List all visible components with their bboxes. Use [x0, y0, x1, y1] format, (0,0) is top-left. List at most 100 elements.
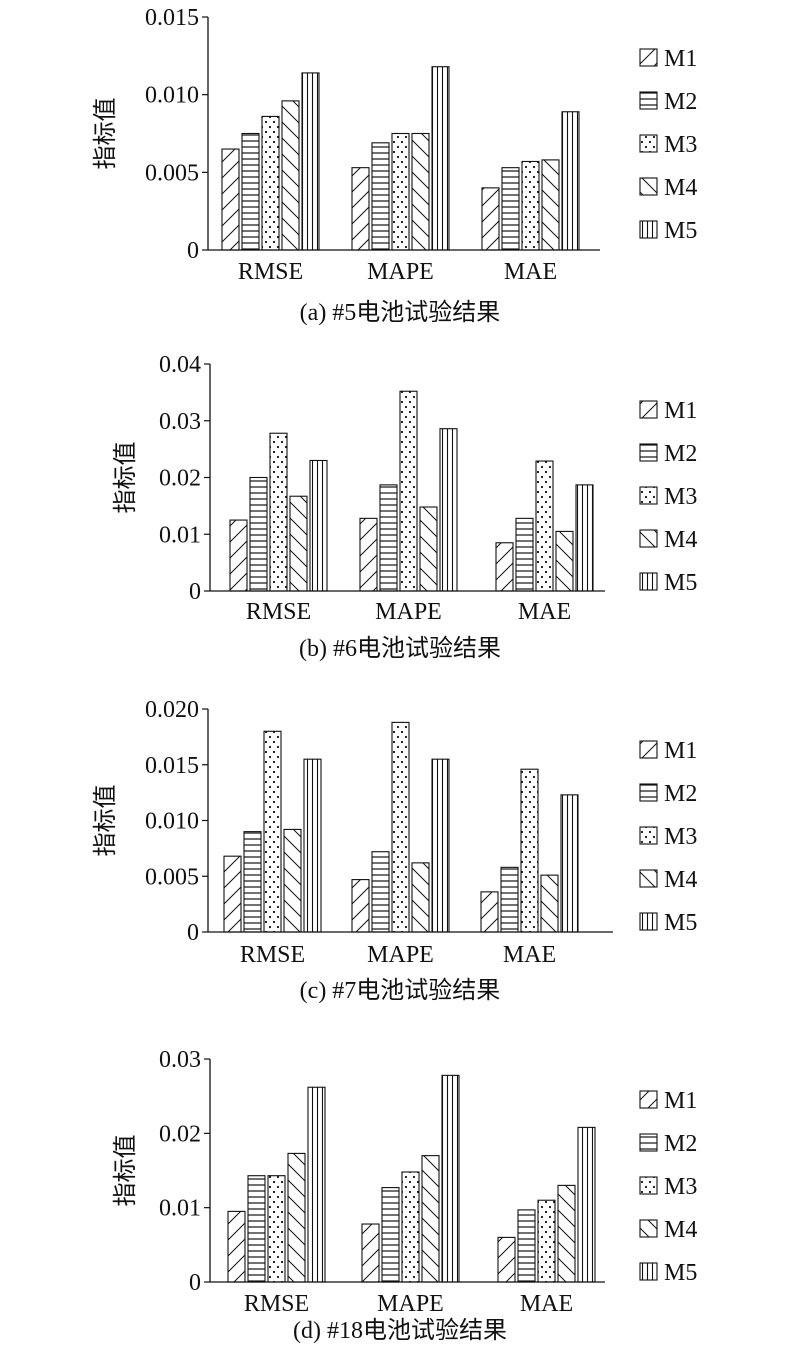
- legend-swatch-m5: [639, 1262, 658, 1281]
- bar-mape-m4: [419, 506, 438, 592]
- legend-swatch-m3: [639, 486, 658, 505]
- bar-mae-m2: [501, 167, 520, 251]
- legend-label-m3: M3: [664, 132, 697, 158]
- legend-swatch-m3: [639, 826, 658, 845]
- x-category-label: RMSE: [244, 1291, 309, 1317]
- chart-caption-c: (c) #7电池试验结果: [299, 978, 501, 1004]
- bar-mae-m5: [577, 1126, 596, 1283]
- x-category-label: MAE: [518, 599, 571, 625]
- bar-mape-m3: [399, 390, 418, 592]
- bar-rmse-m3: [261, 115, 280, 251]
- chart-panel-c: 0 0.005 0.010 0.015 0.020 指标值 RMSE MAPE MAE M1 M2 M…: [0, 680, 800, 1020]
- legend-label-m1: M1: [664, 1088, 697, 1114]
- bar-chart-d: 0 0.01 0.02 0.03 指标值 RMSE MAPE MAE M1 M2 M3 M4 M5: [112, 1047, 697, 1317]
- bar-rmse-m4: [281, 100, 300, 251]
- legend-label-m1: M1: [664, 46, 697, 72]
- y-tick-label: 0.010: [145, 809, 199, 835]
- x-category-label: RMSE: [240, 942, 305, 968]
- x-category-label: RMSE: [246, 599, 311, 625]
- bar-mae-m2: [515, 517, 534, 592]
- bar-chart-c: 0 0.005 0.010 0.015 0.020 指标值 RMSE MAPE MAE M1 M2 M…: [92, 697, 697, 968]
- bar-chart-b: 0 0.01 0.02 0.03 0.04 指标值 RMSE MAPE MAE M1 M2 M3 M4 M…: [112, 352, 697, 625]
- legend-swatch-m5: [639, 912, 658, 931]
- bar-mape-m4: [411, 132, 430, 251]
- legend-swatch-m1: [639, 400, 658, 419]
- y-tick-label: 0.005: [145, 160, 199, 186]
- bar-mape-m3: [391, 132, 410, 251]
- chart-caption-a: (a) #5电池试验结果: [299, 300, 501, 326]
- bar-rmse-m5: [301, 72, 320, 251]
- bar-rmse-m3: [263, 730, 282, 933]
- bar-rmse-m2: [243, 831, 262, 933]
- legend-label-m2: M2: [664, 781, 697, 807]
- x-category-label: MAE: [504, 259, 557, 285]
- legend-swatch-m3: [639, 134, 658, 153]
- legend-label-m3: M3: [664, 824, 697, 850]
- y-tick-label: 0.010: [145, 83, 199, 109]
- y-tick-label: 0.03: [159, 1047, 201, 1073]
- bar-rmse-m2: [241, 132, 260, 251]
- bar-mae-m1: [481, 187, 500, 251]
- legend-label-m4: M4: [664, 175, 697, 201]
- chart-panel-d: 0 0.01 0.02 0.03 指标值 RMSE MAPE MAE M1 M2 M3 M4 M5 (d…: [0, 1020, 800, 1352]
- bar-rmse-m1: [223, 855, 242, 933]
- x-category-label: MAPE: [375, 599, 442, 625]
- legend-swatch-m1: [639, 740, 658, 759]
- legend-label-m2: M2: [664, 89, 697, 115]
- legend-swatch-m4: [639, 869, 658, 888]
- legend-label-m4: M4: [664, 867, 697, 893]
- bar-mape-m2: [371, 851, 390, 933]
- bar-mape-m5: [441, 1074, 460, 1283]
- bar-rmse-m4: [289, 495, 308, 592]
- legend-label-m5: M5: [664, 218, 697, 244]
- chart-panel-a: 0 0.005 0.010 0.015 指标值 RMSE MAPE MAE M1 M2 M3 M4 M5…: [0, 0, 800, 340]
- legend-swatch-m2: [639, 443, 658, 462]
- x-category-label: MAPE: [367, 259, 434, 285]
- legend-label-m5: M5: [664, 570, 697, 596]
- bar-mape-m1: [361, 1223, 380, 1283]
- y-tick-label: 0.02: [159, 466, 201, 492]
- legend-label-m4: M4: [664, 1217, 697, 1243]
- y-tick-label: 0.01: [159, 522, 201, 548]
- y-tick-label: 0.020: [145, 697, 199, 723]
- bar-mae-m4: [540, 874, 559, 933]
- bar-mape-m5: [431, 66, 450, 251]
- bar-mape-m4: [411, 862, 430, 933]
- bar-mae-m4: [555, 530, 574, 592]
- y-tick-label: 0.015: [145, 753, 199, 779]
- bar-mae-m1: [480, 891, 499, 933]
- legend-swatch-m4: [639, 1219, 658, 1238]
- bar-mape-m3: [391, 721, 410, 933]
- legend-swatch-m2: [639, 1133, 658, 1152]
- bar-rmse-m5: [307, 1086, 326, 1283]
- bar-mae-m1: [495, 542, 514, 592]
- bar-rmse-m4: [287, 1152, 306, 1283]
- x-category-label: MAPE: [367, 942, 434, 968]
- y-tick-label: 0.01: [159, 1196, 201, 1222]
- bar-rmse-m3: [269, 432, 288, 592]
- legend-swatch-m5: [639, 572, 658, 591]
- bar-mape-m1: [351, 879, 370, 933]
- bar-mape-m1: [351, 167, 370, 251]
- bar-mae-m5: [560, 794, 579, 933]
- y-tick-label: 0.04: [159, 352, 201, 378]
- bar-mape-m2: [379, 484, 398, 592]
- bar-mae-m3: [537, 1199, 556, 1283]
- legend-swatch-m4: [639, 177, 658, 196]
- y-tick-label: 0: [189, 579, 201, 605]
- bar-rmse-m2: [249, 476, 268, 592]
- legend-swatch-m1: [639, 1090, 658, 1109]
- bar-rmse-m1: [229, 519, 248, 592]
- bar-mape-m5: [431, 758, 450, 933]
- bar-rmse-m5: [309, 459, 328, 592]
- y-tick-label: 0: [187, 920, 199, 946]
- y-tick-label: 0: [189, 1270, 201, 1296]
- bar-rmse-m1: [221, 148, 240, 251]
- bar-mae-m5: [561, 111, 580, 251]
- bar-rmse-m4: [283, 828, 302, 933]
- legend-label-m5: M5: [664, 1260, 697, 1286]
- bar-rmse-m1: [227, 1210, 246, 1283]
- legend-label-m5: M5: [664, 910, 697, 936]
- chart-caption-b: (b) #6电池试验结果: [299, 636, 501, 662]
